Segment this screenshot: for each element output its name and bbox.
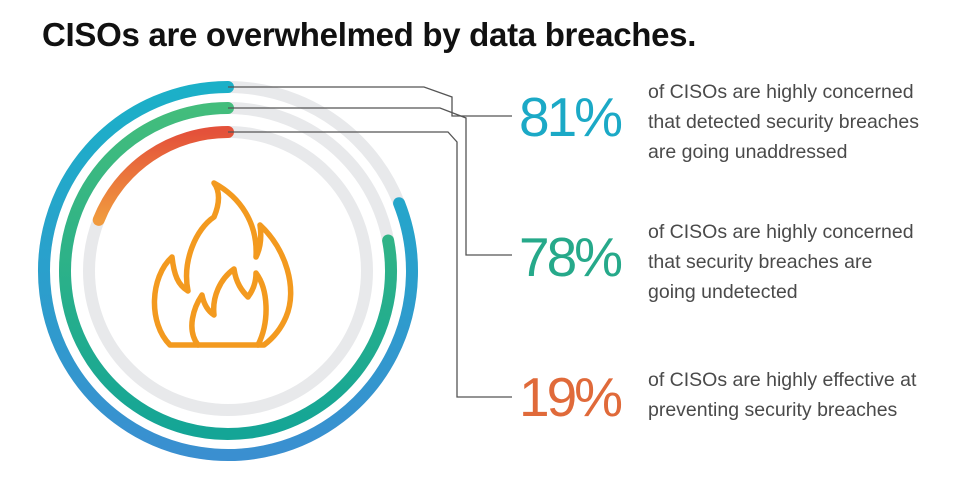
- stat-value-0: 81%: [519, 86, 623, 148]
- leader-line-0: [228, 86, 512, 117]
- ring-bar-1: [59, 102, 397, 440]
- stat-description-line: of CISOs are highly concerned: [648, 81, 914, 103]
- chart-title: CISOs are overwhelmed by data breaches.: [42, 16, 697, 53]
- leader-line-2: [228, 131, 512, 398]
- stat-description-line: are going unaddressed: [648, 141, 848, 163]
- stat-description-line: that security breaches are: [648, 251, 873, 273]
- stat-description-line: of CISOs are highly effective at: [648, 369, 917, 391]
- leader-line-1: [228, 107, 512, 256]
- stat-description-line: going undetected: [648, 281, 798, 303]
- stat-value-1: 78%: [519, 226, 623, 288]
- stat-description-line: preventing security breaches: [648, 399, 898, 421]
- stat-description-1: of CISOs are highly concerned that secur…: [648, 217, 958, 307]
- ring-bar-2: [92, 126, 234, 226]
- stat-description-line: of CISOs are highly concerned: [648, 221, 914, 243]
- stat-description-2: of CISOs are highly effective at prevent…: [648, 365, 958, 425]
- stat-description-0: of CISOs are highly concerned that detec…: [648, 77, 958, 167]
- stat-description-line: that detected security breaches: [648, 111, 919, 133]
- stat-value-2: 19%: [519, 366, 623, 428]
- flame-icon: [151, 180, 294, 348]
- ring-bar-0: [38, 81, 418, 461]
